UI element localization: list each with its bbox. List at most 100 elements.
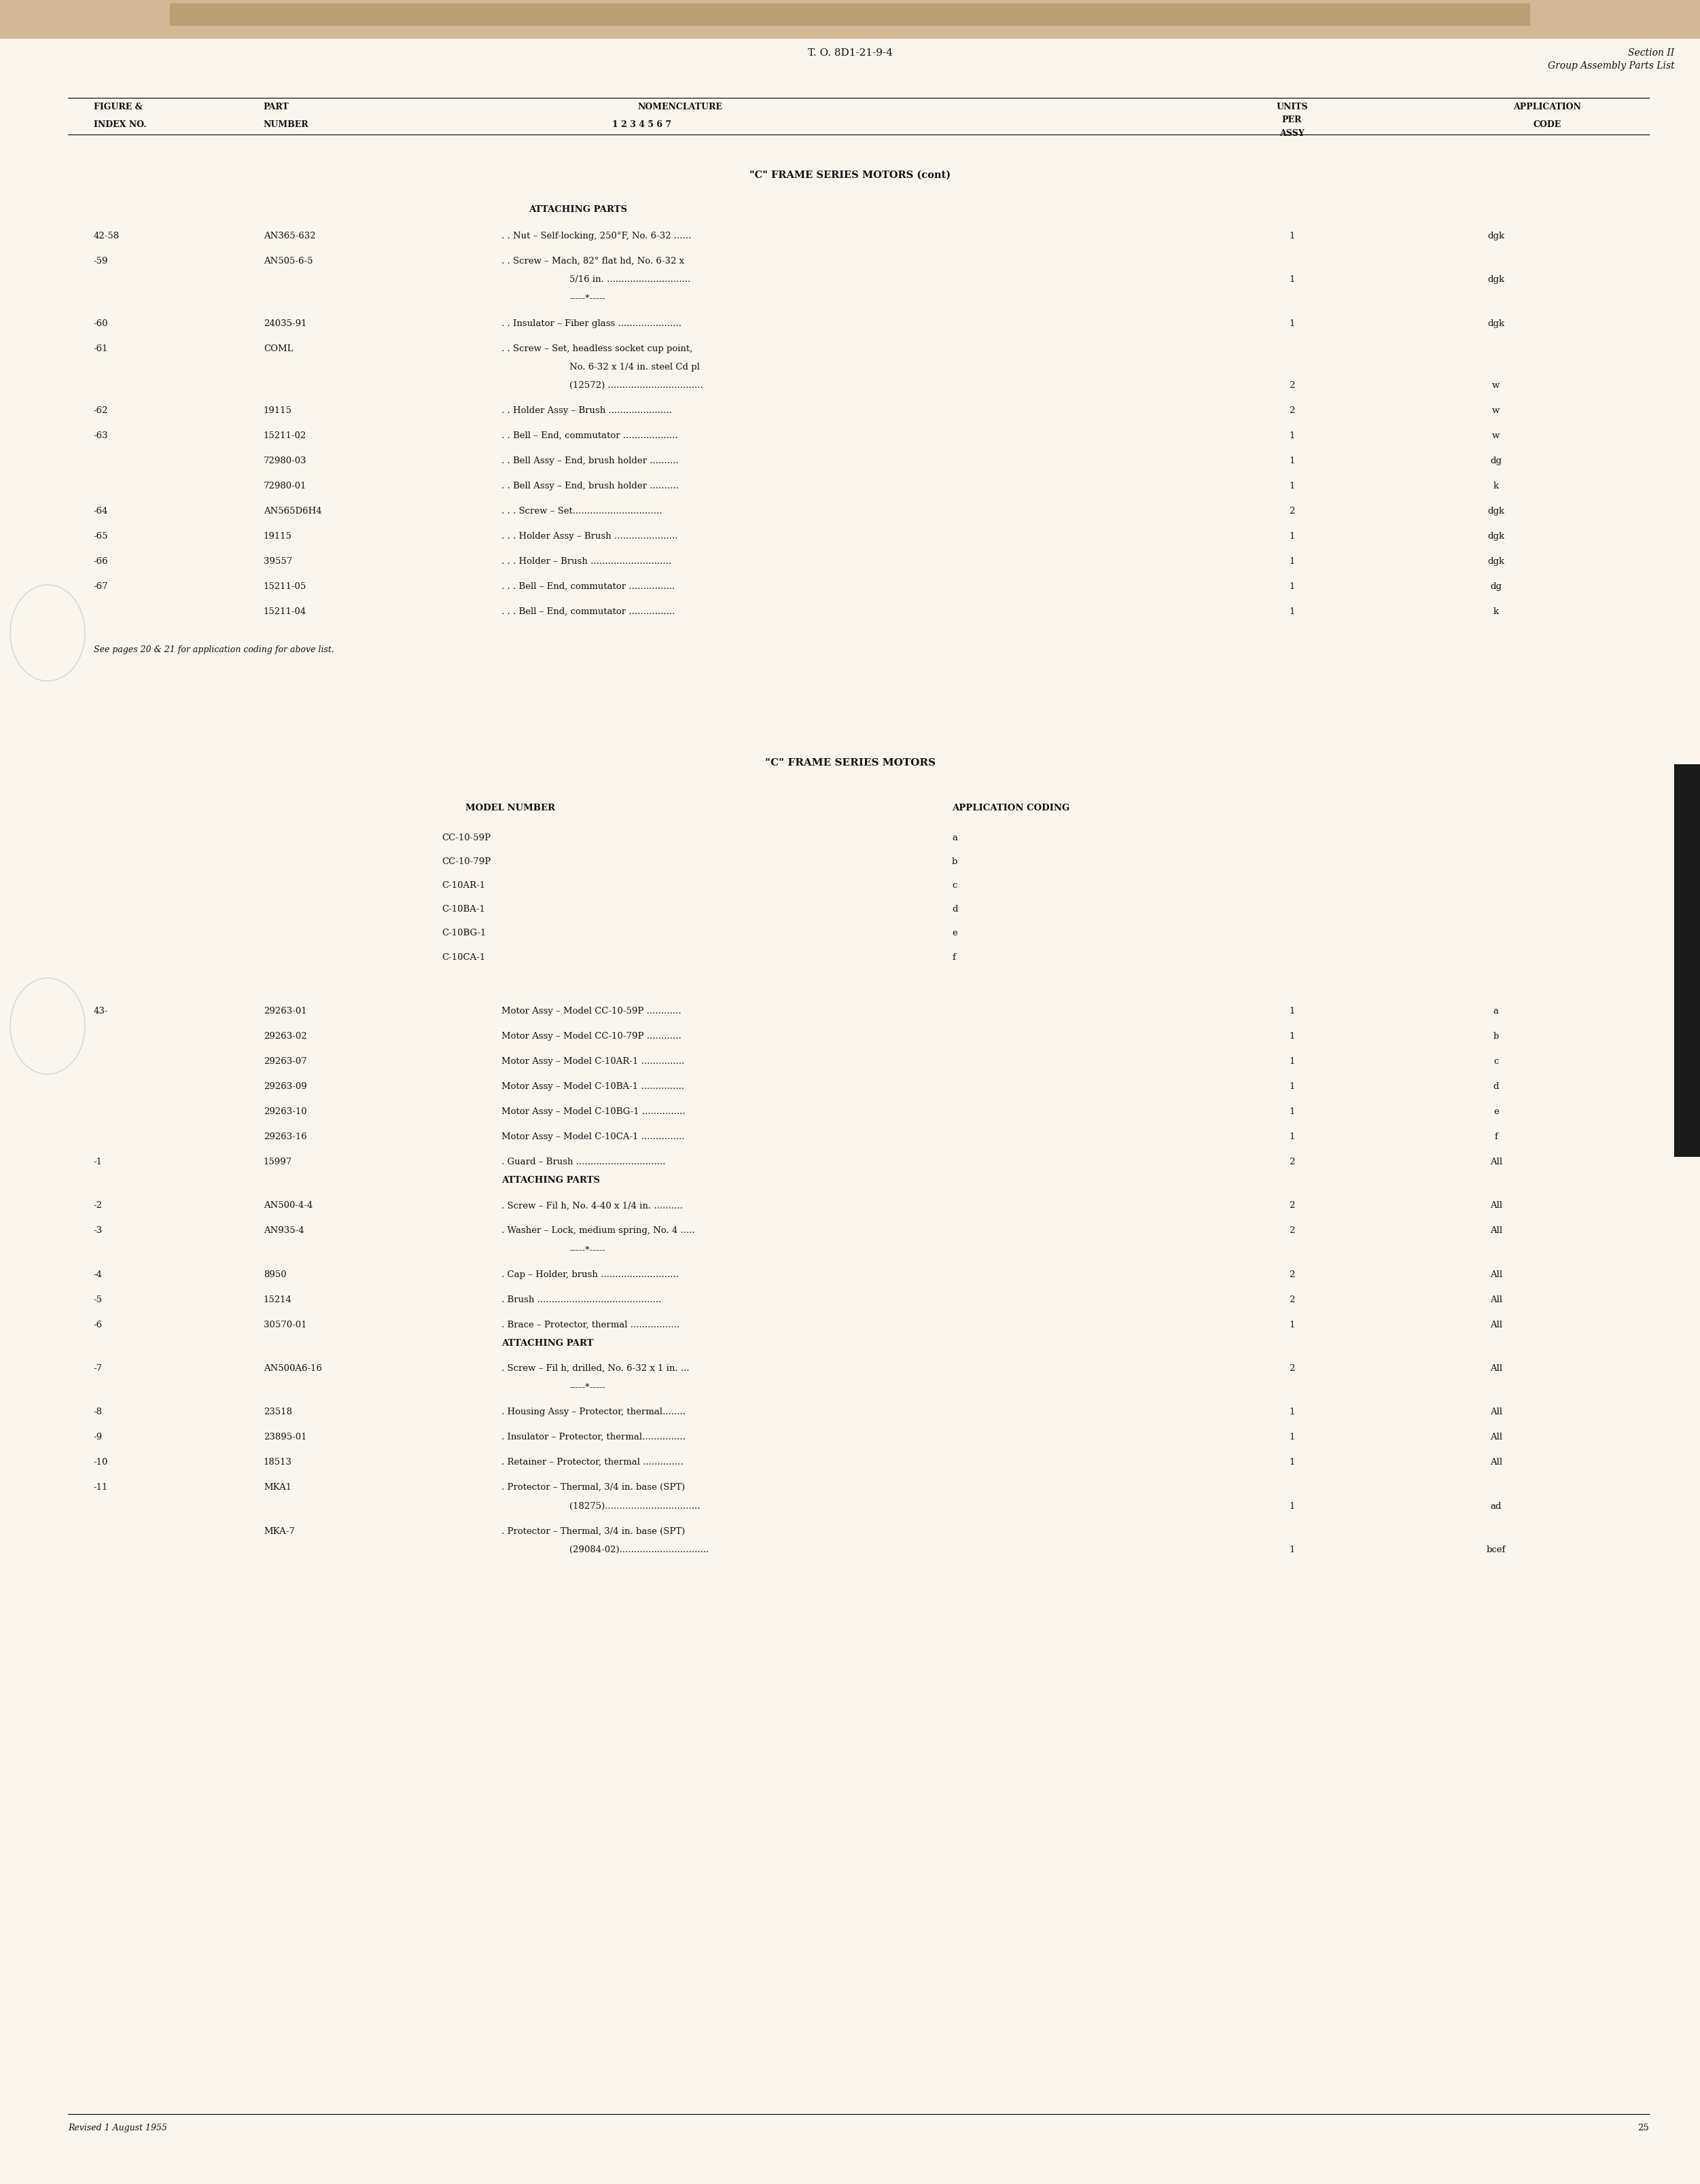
Text: AN935-4: AN935-4: [264, 1225, 304, 1234]
Text: 42-58: 42-58: [94, 232, 119, 240]
Text: (29084-02)...............................: (29084-02)..............................…: [570, 1544, 709, 1553]
Text: 1: 1: [1289, 1131, 1295, 1140]
Text: ATTACHING PARTS: ATTACHING PARTS: [529, 205, 627, 214]
Text: . . Insulator – Fiber glass ......................: . . Insulator – Fiber glass ............…: [501, 319, 682, 328]
Text: All: All: [1489, 1433, 1503, 1441]
Text: 24035-91: 24035-91: [264, 319, 306, 328]
Text: . . . Bell – End, commutator ................: . . . Bell – End, commutator ...........…: [501, 581, 675, 592]
Bar: [1674, 764, 1700, 1158]
Text: PART: PART: [264, 103, 289, 111]
Text: d: d: [1493, 1081, 1499, 1090]
Text: dgk: dgk: [1488, 531, 1504, 542]
Text: k: k: [1493, 480, 1499, 491]
Text: c: c: [952, 880, 957, 889]
Text: 1: 1: [1289, 456, 1295, 465]
Text: a: a: [1493, 1007, 1499, 1016]
Text: ad: ad: [1491, 1500, 1501, 1509]
Text: 72980-01: 72980-01: [264, 480, 306, 491]
Text: 1: 1: [1289, 607, 1295, 616]
Text: AN500A6-16: AN500A6-16: [264, 1363, 321, 1372]
Text: All: All: [1489, 1406, 1503, 1415]
Text: 30570-01: 30570-01: [264, 1319, 306, 1328]
Text: C-10AR-1: C-10AR-1: [442, 880, 486, 889]
Text: 2: 2: [1289, 1363, 1295, 1372]
Text: All: All: [1489, 1457, 1503, 1465]
Text: 1: 1: [1289, 531, 1295, 542]
Text: 29263-01: 29263-01: [264, 1007, 306, 1016]
Text: 1: 1: [1289, 480, 1295, 491]
Text: 15211-02: 15211-02: [264, 430, 306, 441]
Text: No. 6-32 x 1/4 in. steel Cd pl: No. 6-32 x 1/4 in. steel Cd pl: [570, 363, 700, 371]
Text: . Retainer – Protector, thermal ..............: . Retainer – Protector, thermal ........…: [501, 1457, 683, 1465]
Text: a: a: [952, 832, 957, 843]
Text: All: All: [1489, 1319, 1503, 1328]
Text: Motor Assy – Model C-10BG-1 ...............: Motor Assy – Model C-10BG-1 ............…: [501, 1107, 685, 1116]
Text: d: d: [952, 904, 957, 913]
Text: AN500-4-4: AN500-4-4: [264, 1201, 313, 1210]
Text: -1: -1: [94, 1158, 102, 1166]
Text: -64: -64: [94, 507, 109, 515]
Text: 1: 1: [1289, 1057, 1295, 1066]
Text: -2: -2: [94, 1201, 102, 1210]
Text: 19115: 19115: [264, 406, 292, 415]
Text: CODE: CODE: [1533, 120, 1561, 129]
Text: All: All: [1489, 1201, 1503, 1210]
Text: 1: 1: [1289, 1406, 1295, 1415]
Text: 1: 1: [1289, 1007, 1295, 1016]
Text: -62: -62: [94, 406, 109, 415]
Text: . Housing Assy – Protector, thermal........: . Housing Assy – Protector, thermal.....…: [501, 1406, 685, 1415]
Text: C-10BG-1: C-10BG-1: [442, 928, 486, 937]
Text: -4: -4: [94, 1269, 102, 1278]
Text: -9: -9: [94, 1433, 102, 1441]
Text: 1: 1: [1289, 1031, 1295, 1040]
Text: 2: 2: [1289, 1225, 1295, 1234]
Text: 29263-10: 29263-10: [264, 1107, 306, 1116]
Text: 2: 2: [1289, 1158, 1295, 1166]
Text: All: All: [1489, 1158, 1503, 1166]
Text: (18275).................................: (18275).................................: [570, 1500, 700, 1509]
Text: 15997: 15997: [264, 1158, 292, 1166]
Text: 1: 1: [1289, 1319, 1295, 1328]
Text: 19115: 19115: [264, 531, 292, 542]
Text: 1: 1: [1289, 319, 1295, 328]
Text: 2: 2: [1289, 406, 1295, 415]
Text: e: e: [952, 928, 957, 937]
Text: -----*-----: -----*-----: [570, 293, 605, 304]
Text: "C" FRAME SERIES MOTORS (cont): "C" FRAME SERIES MOTORS (cont): [750, 170, 950, 179]
Text: 29263-07: 29263-07: [264, 1057, 306, 1066]
Text: AN505-6-5: AN505-6-5: [264, 256, 313, 266]
Text: . Protector – Thermal, 3/4 in. base (SPT): . Protector – Thermal, 3/4 in. base (SPT…: [501, 1527, 685, 1535]
Text: 1: 1: [1289, 1107, 1295, 1116]
Text: CC-10-59P: CC-10-59P: [442, 832, 491, 843]
Text: CC-10-79P: CC-10-79P: [442, 856, 491, 865]
Text: -6: -6: [94, 1319, 102, 1328]
Text: . Screw – Fil h, drilled, No. 6-32 x 1 in. ...: . Screw – Fil h, drilled, No. 6-32 x 1 i…: [501, 1363, 690, 1372]
Text: NUMBER: NUMBER: [264, 120, 309, 129]
Text: -8: -8: [94, 1406, 102, 1415]
Text: All: All: [1489, 1269, 1503, 1278]
Text: c: c: [1494, 1057, 1498, 1066]
Text: MKA-7: MKA-7: [264, 1527, 294, 1535]
Text: ASSY: ASSY: [1280, 129, 1304, 138]
Text: UNITS: UNITS: [1277, 103, 1307, 111]
Text: AN365-632: AN365-632: [264, 232, 316, 240]
Text: 39557: 39557: [264, 557, 292, 566]
Text: 29263-09: 29263-09: [264, 1081, 306, 1090]
Text: 23895-01: 23895-01: [264, 1433, 306, 1441]
Text: . Washer – Lock, medium spring, No. 4 .....: . Washer – Lock, medium spring, No. 4 ..…: [501, 1225, 695, 1234]
Text: e: e: [1493, 1107, 1499, 1116]
Text: . . . Screw – Set...............................: . . . Screw – Set.......................…: [501, 507, 663, 515]
Text: . . Bell – End, commutator ...................: . . Bell – End, commutator .............…: [501, 430, 678, 441]
Text: 1: 1: [1289, 1081, 1295, 1090]
Text: (12572) .................................: (12572) ................................…: [570, 380, 704, 391]
Text: -11: -11: [94, 1483, 109, 1492]
Text: 18513: 18513: [264, 1457, 292, 1465]
Text: dgk: dgk: [1488, 319, 1504, 328]
Text: bcef: bcef: [1486, 1544, 1506, 1553]
Text: -59: -59: [94, 256, 109, 266]
Text: . . Bell Assy – End, brush holder ..........: . . Bell Assy – End, brush holder ......…: [501, 456, 678, 465]
Text: Motor Assy – Model C-10BA-1 ...............: Motor Assy – Model C-10BA-1 ............…: [501, 1081, 685, 1090]
Text: w: w: [1493, 406, 1499, 415]
Text: APPLICATION: APPLICATION: [1513, 103, 1581, 111]
Text: 15211-04: 15211-04: [264, 607, 306, 616]
